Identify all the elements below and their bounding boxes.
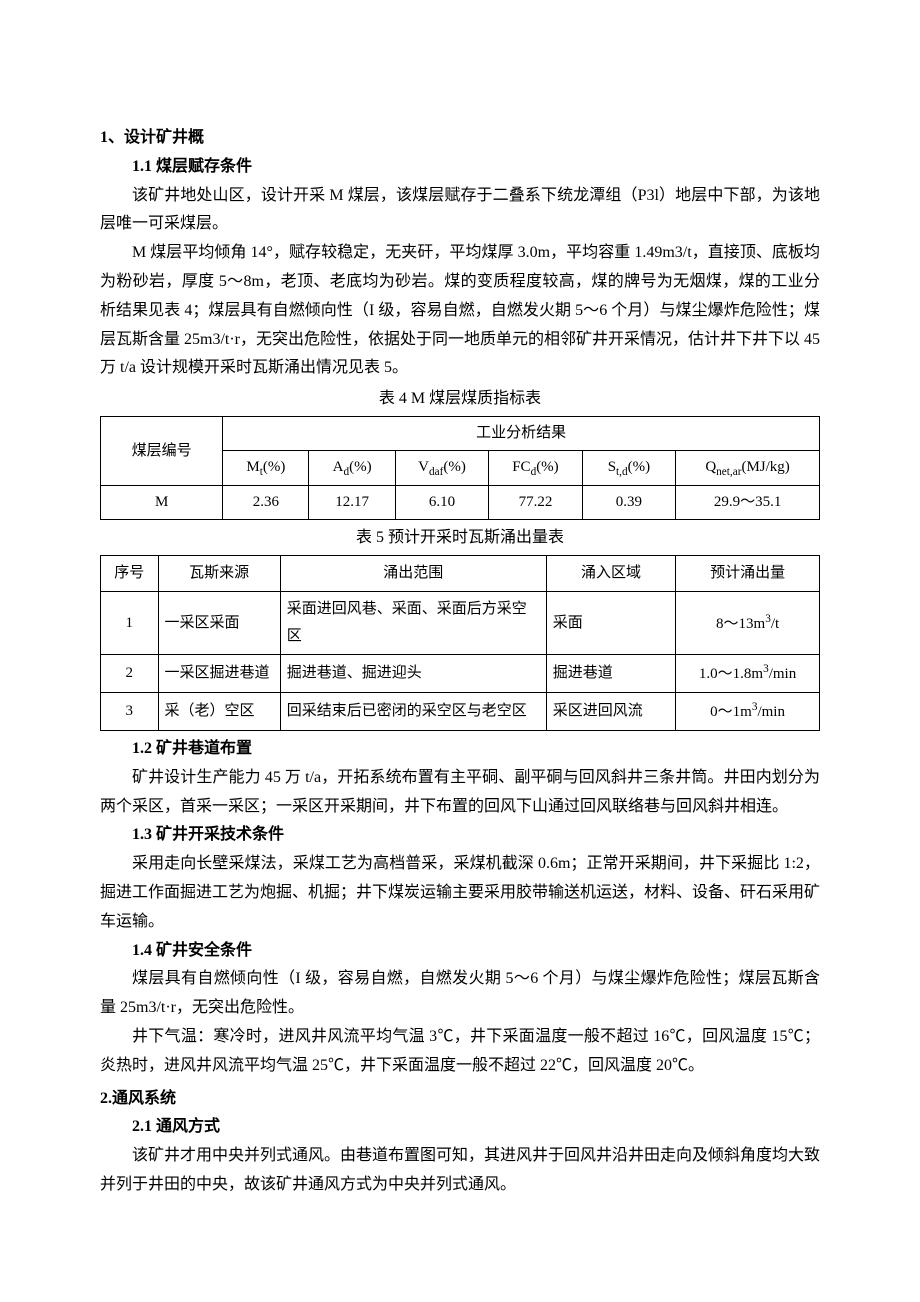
section-1-3-p1: 采用走向长壁采煤法，采煤工艺为高档普采，采煤机截深 0.6m；正常开采期间，井下… <box>100 850 820 936</box>
table4-cell: 6.10 <box>395 486 488 520</box>
table4-cell: 2.36 <box>223 486 309 520</box>
table5-cell: 掘进巷道 <box>546 655 675 693</box>
section-1-4-p1: 煤层具有自燃倾向性（I 级，容易自燃，自燃发火期 5～6 个月）与煤尘爆炸危险性… <box>100 965 820 1023</box>
table4-cell: 77.22 <box>489 486 582 520</box>
table5-cell: 0～1m3/min <box>676 693 820 731</box>
table5-cell: 2 <box>101 655 159 693</box>
table5-h: 涌出范围 <box>280 556 546 592</box>
table5-h: 涌入区域 <box>546 556 675 592</box>
section-1-title: 1、设计矿井概 <box>100 124 820 153</box>
section-2-title: 2.通风系统 <box>100 1085 820 1114</box>
table4: 煤层编号 工业分析结果 Mt(%) Ad(%) Vdaf(%) FCd(%) S… <box>100 416 820 520</box>
section-1-1-title: 1.1 煤层赋存条件 <box>100 153 820 182</box>
table-row: M 2.36 12.17 6.10 77.22 0.39 29.9～35.1 <box>101 486 820 520</box>
table4-h-std: St,d(%) <box>582 450 675 485</box>
table5-cell: 一采区掘进巷道 <box>158 655 280 693</box>
section-1-4-p2: 井下气温：寒冷时，进风井风流平均气温 3℃，井下采面温度一般不超过 16℃，回风… <box>100 1023 820 1081</box>
table5-cell: 采面进回风巷、采面、采面后方采空区 <box>280 592 546 655</box>
section-1-3-title: 1.3 矿井开采技术条件 <box>100 821 820 850</box>
section-1-2-p1: 矿井设计生产能力 45 万 t/a，开拓系统布置有主平硐、副平硐与回风斜井三条井… <box>100 764 820 822</box>
table4-group-header: 工业分析结果 <box>223 416 820 450</box>
table-row: 煤层编号 工业分析结果 <box>101 416 820 450</box>
table5-cell: 8～13m3/t <box>676 592 820 655</box>
table5-h: 预计涌出量 <box>676 556 820 592</box>
table5-cell: 3 <box>101 693 159 731</box>
table5: 序号 瓦斯来源 涌出范围 涌入区域 预计涌出量 1 一采区采面 采面进回风巷、采… <box>100 555 820 731</box>
table-row: 3 采（老）空区 回采结束后已密闭的采空区与老空区 采区进回风流 0～1m3/m… <box>101 693 820 731</box>
section-2-1-p1: 该矿井才用中央并列式通风。由巷道布置图可知，其进风井于回风井沿井田走向及倾斜角度… <box>100 1142 820 1200</box>
table4-h-ad: Ad(%) <box>309 450 395 485</box>
table5-cell: 采区进回风流 <box>546 693 675 731</box>
table5-cell: 1 <box>101 592 159 655</box>
section-1-4-title: 1.4 矿井安全条件 <box>100 937 820 966</box>
table4-caption: 表 4 M 煤层煤质指标表 <box>100 385 820 414</box>
section-2-1-title: 2.1 通风方式 <box>100 1113 820 1142</box>
table5-cell: 掘进巷道、掘进迎头 <box>280 655 546 693</box>
table5-h: 序号 <box>101 556 159 592</box>
table5-h: 瓦斯来源 <box>158 556 280 592</box>
table4-cell: 29.9～35.1 <box>676 486 820 520</box>
table5-cell: 回采结束后已密闭的采空区与老空区 <box>280 693 546 731</box>
section-1-1-p2: M 煤层平均倾角 14°，赋存较稳定，无夹矸，平均煤厚 3.0m，平均容重 1.… <box>100 239 820 383</box>
table4-h-mt: Mt(%) <box>223 450 309 485</box>
table4-cell: 0.39 <box>582 486 675 520</box>
table4-h-qnet: Qnet,ar(MJ/kg) <box>676 450 820 485</box>
table4-h-vdaf: Vdaf(%) <box>395 450 488 485</box>
table4-col0-header: 煤层编号 <box>101 416 223 485</box>
table4-cell: M <box>101 486 223 520</box>
table-row: 序号 瓦斯来源 涌出范围 涌入区域 预计涌出量 <box>101 556 820 592</box>
table5-caption: 表 5 预计开采时瓦斯涌出量表 <box>100 524 820 553</box>
table4-h-fcd: FCd(%) <box>489 450 582 485</box>
table5-cell: 1.0～1.8m3/min <box>676 655 820 693</box>
section-1-2-title: 1.2 矿井巷道布置 <box>100 735 820 764</box>
table-row: 1 一采区采面 采面进回风巷、采面、采面后方采空区 采面 8～13m3/t <box>101 592 820 655</box>
section-1-1-p1: 该矿井地处山区，设计开采 M 煤层，该煤层赋存于二叠系下统龙潭组（P3l）地层中… <box>100 182 820 240</box>
table5-cell: 采（老）空区 <box>158 693 280 731</box>
table4-cell: 12.17 <box>309 486 395 520</box>
table-row: 2 一采区掘进巷道 掘进巷道、掘进迎头 掘进巷道 1.0～1.8m3/min <box>101 655 820 693</box>
table5-cell: 采面 <box>546 592 675 655</box>
table5-cell: 一采区采面 <box>158 592 280 655</box>
